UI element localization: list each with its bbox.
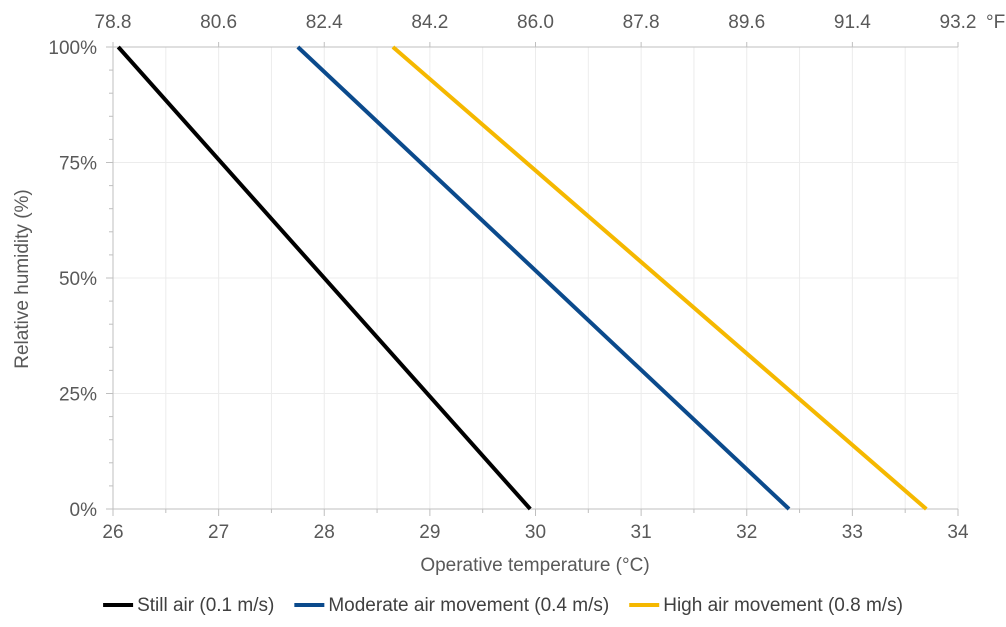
top-tick-label: 87.8 — [623, 12, 660, 33]
x-tick-label: 26 — [102, 522, 123, 543]
minor-ticks — [106, 42, 959, 516]
grid — [112, 46, 959, 510]
axes — [112, 46, 958, 510]
x-tick-label: 34 — [947, 522, 969, 543]
top-tick-labels: 78.8 80.6 82.4 84.2 86.0 87.8 89.6 91.4 93.2 — [95, 12, 977, 33]
top-tick-label: 86.0 — [517, 12, 554, 33]
legend: Still air (0.1 m/s) Moderate air movement… — [103, 595, 903, 616]
y-tick-label: 25% — [59, 385, 97, 406]
legend-label-3: High air movement (0.8 m/s) — [663, 595, 903, 616]
series-lines — [116, 45, 928, 511]
legend-label-2: Moderate air movement (0.4 m/s) — [328, 595, 609, 616]
x-axis-title: Operative temperature (°C) — [420, 555, 649, 576]
series-line-1 — [116, 45, 532, 511]
top-tick-label: 80.6 — [200, 12, 237, 33]
top-tick-label: 78.8 — [95, 12, 132, 33]
series-line-2 — [296, 45, 791, 511]
x-tick-label: 30 — [525, 522, 546, 543]
y-tick-label: 0% — [70, 500, 98, 521]
x-tick-label: 32 — [736, 522, 757, 543]
x-tick-labels: 26 27 28 29 30 31 32 33 34 — [102, 522, 969, 543]
y-axis-title: Relative humidity (%) — [12, 189, 33, 369]
y-tick-label: 75% — [59, 154, 97, 175]
top-tick-label: 84.2 — [411, 12, 448, 33]
y-tick-labels: 0% 25% 50% 75% 100% — [48, 38, 97, 521]
y-tick-label: 50% — [59, 269, 97, 290]
series-line-3 — [391, 45, 928, 511]
x-tick-label: 33 — [842, 522, 863, 543]
y-tick-label: 100% — [48, 38, 97, 59]
top-tick-label: 93.2 — [940, 12, 977, 33]
top-tick-label: 82.4 — [306, 12, 343, 33]
top-tick-label: 91.4 — [834, 12, 871, 33]
top-tick-label: 89.6 — [728, 12, 765, 33]
x-tick-label: 27 — [208, 522, 229, 543]
x-tick-label: 29 — [419, 522, 440, 543]
legend-label-1: Still air (0.1 m/s) — [137, 595, 274, 616]
x-tick-label: 28 — [314, 522, 335, 543]
x-tick-label: 31 — [631, 522, 652, 543]
secondary-x-unit: °F — [986, 12, 1005, 33]
